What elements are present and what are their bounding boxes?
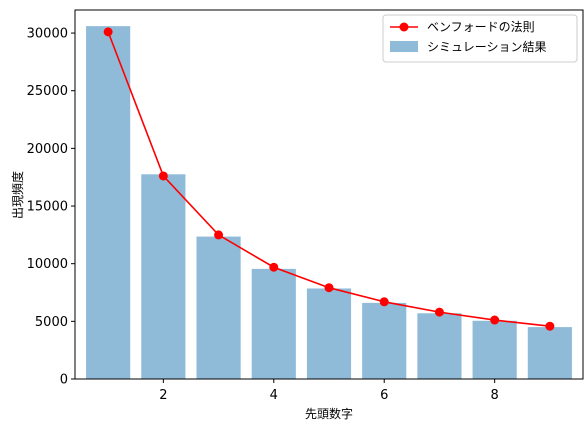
point-5 [324, 283, 334, 293]
bar-4 [251, 268, 296, 379]
legend-label-simulation: シミュレーション結果 [427, 40, 547, 54]
bar-9 [527, 327, 572, 379]
point-6 [379, 297, 389, 307]
y-axis: 0 5000 10000 15000 20000 25000 30000 [27, 27, 75, 388]
legend: ベンフォードの法則 シミュレーション結果 [382, 14, 578, 63]
plot-frame [74, 9, 584, 380]
x-tick-label: 4 [270, 388, 278, 403]
point-8 [490, 315, 500, 325]
x-axis: 2 4 6 8 [159, 379, 499, 403]
y-axis-label: 出現頻度 [10, 171, 25, 219]
bar-8 [472, 320, 517, 379]
benford-points [103, 27, 555, 331]
x-tick-label: 8 [491, 388, 499, 403]
point-1 [103, 27, 113, 37]
bar-7 [417, 313, 462, 379]
y-tick-label: 25000 [27, 84, 68, 99]
y-tick-label: 20000 [27, 142, 68, 157]
x-tick-label: 6 [380, 388, 388, 403]
point-2 [158, 171, 168, 181]
y-tick-label: 30000 [27, 27, 68, 42]
bar-3 [196, 236, 241, 379]
y-tick-label: 15000 [27, 200, 68, 215]
bar-1 [86, 26, 131, 380]
point-4 [269, 262, 279, 272]
legend-box [382, 14, 578, 63]
legend-bar-swatch [390, 41, 418, 52]
bar-2 [141, 174, 186, 379]
legend-label-benford: ベンフォードの法則 [427, 20, 535, 34]
y-tick-label: 0 [60, 373, 68, 388]
y-tick-label: 5000 [35, 315, 68, 330]
legend-marker-swatch [399, 22, 409, 32]
x-tick-label: 2 [159, 388, 167, 403]
point-7 [434, 307, 444, 317]
bars [86, 26, 572, 380]
y-tick-label: 10000 [27, 257, 68, 272]
bar-6 [362, 302, 407, 379]
bar-5 [306, 288, 352, 379]
x-axis-label: 先頭数字 [305, 406, 353, 421]
point-3 [214, 230, 224, 240]
point-9 [545, 321, 555, 331]
